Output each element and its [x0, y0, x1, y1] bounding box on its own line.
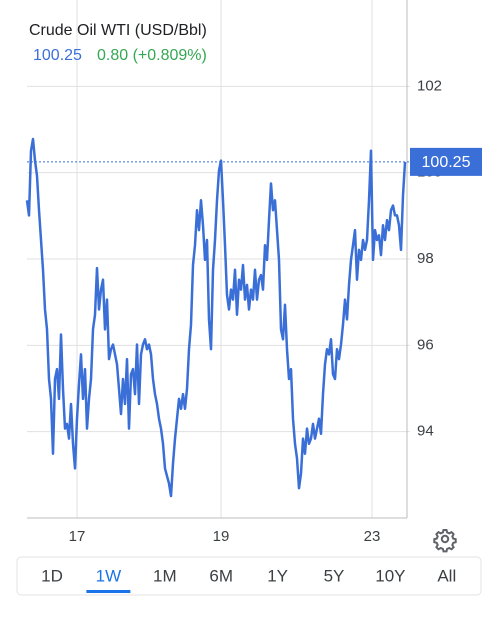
x-tick-label: 17 [69, 528, 86, 545]
price-change: 0.80 (+0.809%) [97, 47, 207, 64]
range-tab[interactable]: 10Y [375, 566, 405, 585]
current-price-box [410, 147, 482, 176]
price: 100.25 [33, 47, 82, 64]
y-tick-label: 94 [417, 423, 434, 440]
range-tab[interactable]: All [437, 566, 456, 585]
y-tick-label: 102 [417, 77, 442, 94]
y-tick-label: 98 [417, 250, 434, 267]
x-tick-label: 23 [364, 528, 381, 545]
plot: 949698100102171923 [27, 0, 442, 545]
range-tab[interactable]: 6M [209, 566, 233, 585]
range-tab[interactable]: 1W [96, 566, 122, 585]
range-tab[interactable]: 5Y [324, 566, 345, 585]
range-tab-underline [86, 590, 131, 593]
range-tab[interactable]: 1Y [267, 566, 288, 585]
range-bar [16, 556, 482, 596]
range-tab[interactable]: 1D [41, 566, 63, 585]
settings-icon[interactable] [433, 529, 457, 553]
range-tab[interactable]: 1M [153, 566, 177, 585]
price-line [25, 137, 407, 498]
chart-title: Crude Oil WTI (USD/Bbl) [29, 22, 207, 39]
y-tick-label: 96 [417, 336, 434, 353]
current-price-label: 100.25 [422, 154, 471, 171]
x-tick-label: 19 [213, 528, 230, 545]
